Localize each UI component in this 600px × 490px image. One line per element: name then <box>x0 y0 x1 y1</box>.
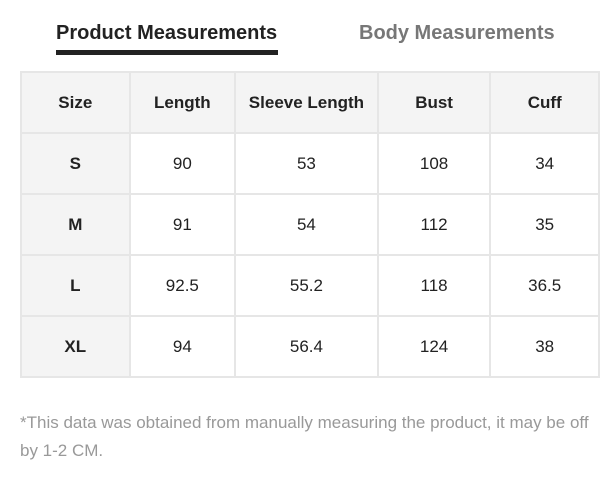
header-size: Size <box>20 71 131 134</box>
header-cuff: Cuff <box>489 71 600 134</box>
cell-sleeve-length: 53 <box>234 132 379 195</box>
cell-bust: 124 <box>376 315 492 378</box>
cell-bust: 118 <box>376 254 492 317</box>
cell-sleeve-length: 55.2 <box>234 254 379 317</box>
cell-cuff: 35 <box>489 193 600 256</box>
cell-bust: 112 <box>376 193 492 256</box>
cell-size: M <box>20 193 131 256</box>
header-bust: Bust <box>376 71 492 134</box>
cell-length: 94 <box>128 315 237 378</box>
cell-length: 92.5 <box>128 254 237 317</box>
cell-size: L <box>20 254 131 317</box>
cell-cuff: 38 <box>489 315 600 378</box>
cell-cuff: 34 <box>489 132 600 195</box>
table-row: S 90 53 108 34 <box>20 132 600 195</box>
cell-size: S <box>20 132 131 195</box>
cell-sleeve-length: 56.4 <box>234 315 379 378</box>
cell-length: 91 <box>128 193 237 256</box>
cell-bust: 108 <box>376 132 492 195</box>
table-row: M 91 54 112 35 <box>20 193 600 256</box>
cell-sleeve-length: 54 <box>234 193 379 256</box>
cell-size: XL <box>20 315 131 378</box>
measurement-disclaimer: *This data was obtained from manually me… <box>20 413 589 460</box>
table-row: XL 94 56.4 124 38 <box>20 315 600 378</box>
tab-body-measurements[interactable]: Body Measurements <box>359 22 555 44</box>
table-row: L 92.5 55.2 118 36.5 <box>20 254 600 317</box>
header-sleeve-length: Sleeve Length <box>234 71 379 134</box>
cell-cuff: 36.5 <box>489 254 600 317</box>
table-header-row: Size Length Sleeve Length Bust Cuff <box>20 71 600 134</box>
size-chart-table: Size Length Sleeve Length Bust Cuff S 90… <box>20 71 600 378</box>
tab-product-measurements[interactable]: Product Measurements <box>56 22 279 55</box>
cell-length: 90 <box>128 132 237 195</box>
header-length: Length <box>128 71 237 134</box>
